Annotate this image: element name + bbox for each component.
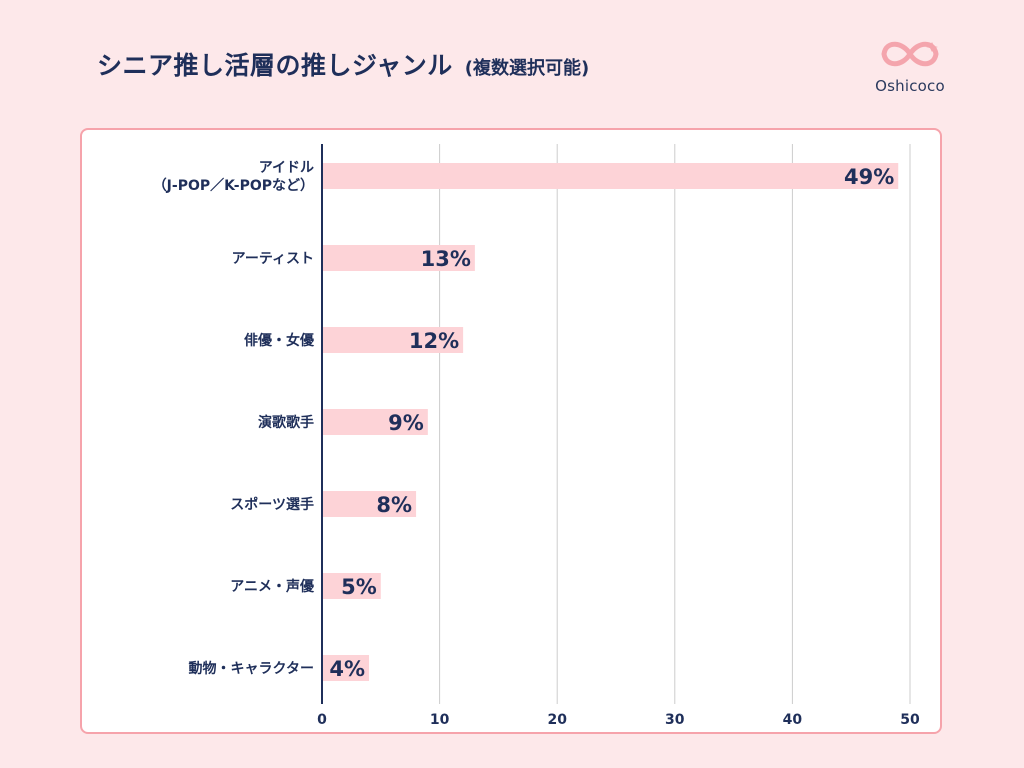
x-tick-label-0: 0 xyxy=(317,712,327,728)
value-label-5: 8% xyxy=(376,493,412,517)
value-label-1: 49% xyxy=(844,165,894,189)
page-title: シニア推し活層の推しジャンル xyxy=(97,51,453,80)
chart-header: シニア推し活層の推しジャンル (複数選択可能) xyxy=(97,46,589,82)
category-label-3: 俳優・女優 xyxy=(244,332,315,349)
value-label-6: 5% xyxy=(341,575,377,599)
bar-6 xyxy=(322,573,381,599)
category-label-4: 演歌歌手 xyxy=(258,414,314,431)
x-tick-label-50: 50 xyxy=(900,712,920,728)
infinity-heart-icon xyxy=(881,41,939,67)
category-label-1-line-1: アイドル xyxy=(259,160,314,176)
bar-4 xyxy=(322,409,428,435)
x-tick-label-10: 10 xyxy=(430,712,450,728)
value-label-3: 12% xyxy=(409,329,459,353)
logo-text: Oshicoco xyxy=(875,77,945,95)
chart-panel: 0 10 20 30 40 50 アイドル （J-POP／K-POPなど） 49% アーティスト 1… xyxy=(80,128,942,734)
bar-2 xyxy=(322,245,475,271)
x-tick-label-20: 20 xyxy=(547,712,567,728)
value-label-4: 9% xyxy=(388,411,424,435)
brand-logo: Oshicoco xyxy=(872,34,948,98)
bar-1 xyxy=(322,163,899,189)
bar-chart: 0 10 20 30 40 50 アイドル （J-POP／K-POPなど） 49% アーティスト 1… xyxy=(153,144,920,728)
value-label-7: 4% xyxy=(329,657,365,681)
category-label-5: スポーツ選手 xyxy=(230,496,314,513)
bar-7 xyxy=(322,655,370,681)
x-tick-label-40: 40 xyxy=(783,712,803,728)
bar-3 xyxy=(322,327,464,353)
bar-5 xyxy=(322,491,417,517)
x-tick-label-30: 30 xyxy=(665,712,685,728)
page-subtitle: (複数選択可能) xyxy=(464,58,590,79)
value-label-2: 13% xyxy=(421,247,471,271)
category-label-7: 動物・キャラクター xyxy=(189,660,314,677)
category-label-1-line-2: （J-POP／K-POPなど） xyxy=(153,178,314,194)
category-label-6: アニメ・声優 xyxy=(230,578,315,595)
category-label-2: アーティスト xyxy=(232,251,314,267)
